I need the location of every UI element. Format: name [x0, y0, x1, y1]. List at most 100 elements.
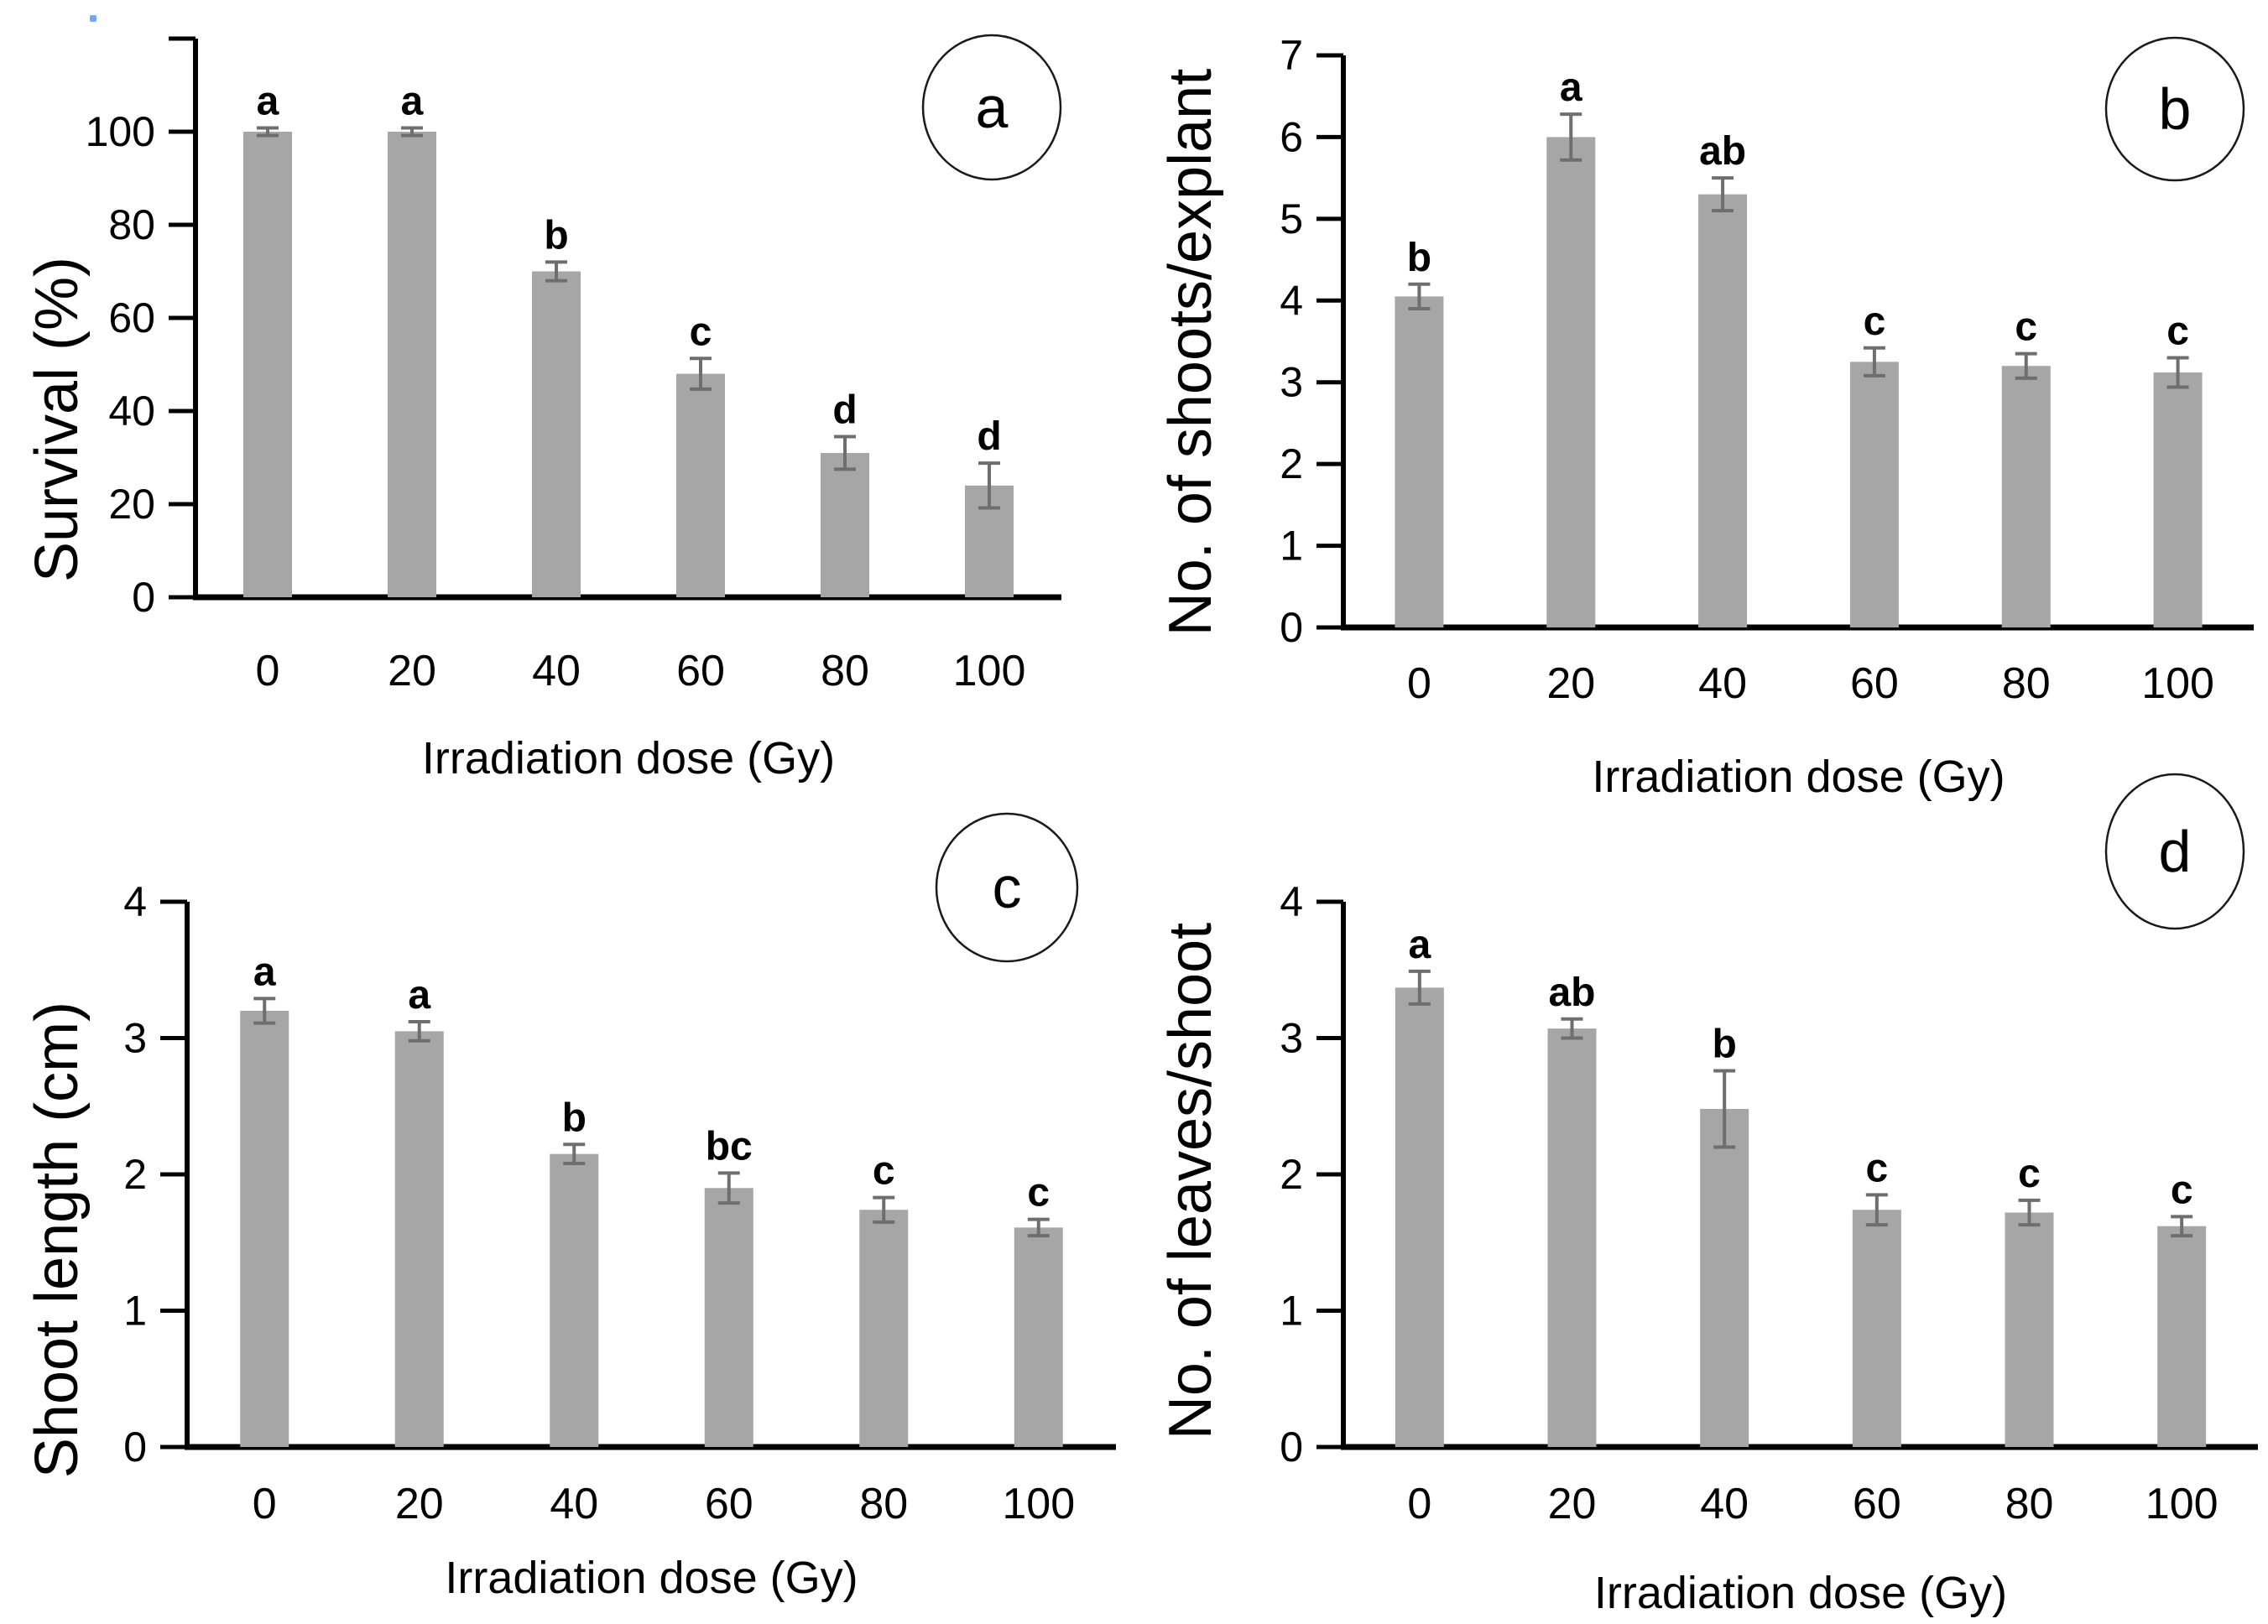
bar [676, 373, 725, 597]
bar [1395, 296, 1444, 627]
x-tick-label: 0 [253, 1480, 277, 1528]
significance-letter: b [544, 213, 568, 258]
bar [1852, 1210, 1901, 1447]
panel-label-letter: b [2159, 76, 2192, 142]
x-tick-label: 20 [1548, 1480, 1597, 1528]
x-tick-label: 100 [2141, 659, 2214, 708]
bar [394, 1031, 444, 1447]
y-tick-label: 4 [1280, 878, 1303, 925]
x-tick-label: 60 [1850, 659, 1899, 708]
y-tick-label: 0 [1280, 1424, 1303, 1470]
x-tick-label: 40 [550, 1480, 598, 1528]
x-tick-label: 80 [2005, 1480, 2054, 1528]
x-tick-label: 100 [953, 647, 1026, 695]
y-tick-label: 2 [1280, 1151, 1303, 1198]
x-tick-label: 0 [1407, 1480, 1431, 1528]
y-tick-label: 100 [86, 108, 155, 155]
significance-letter: c [1865, 1146, 1888, 1190]
bar [704, 1188, 753, 1447]
significance-letter: b [1407, 236, 1431, 280]
y-tick-label: 1 [1280, 1288, 1303, 1335]
significance-letter: c [2171, 1168, 2193, 1212]
bar [550, 1153, 599, 1447]
significance-letter: a [253, 950, 276, 994]
chart-svg: 0 1 2 3 4 5 6 7 No. of shoots/explant b 0 a 20 ab 40 c 6… [1157, 32, 2254, 802]
significance-letter: bc [706, 1124, 753, 1169]
significance-letter: ab [1548, 971, 1595, 1015]
bar [532, 271, 581, 597]
x-tick-label: 40 [532, 647, 581, 695]
y-tick-label: 4 [123, 878, 147, 925]
y-tick-label: 1 [123, 1288, 147, 1335]
y-tick-label: 3 [123, 1015, 147, 1062]
significance-letter: d [832, 388, 857, 433]
panel-label-circle [2104, 773, 2245, 930]
bar [1700, 1109, 1749, 1447]
significance-letter: c [1027, 1171, 1050, 1215]
significance-letter: b [562, 1096, 587, 1140]
bar [2005, 1212, 2054, 1447]
bar [1698, 194, 1748, 628]
x-tick-label: 40 [1698, 659, 1747, 708]
bar [1849, 362, 1899, 627]
x-axis-title: Irradiation dose (Gy) [1594, 1568, 2007, 1618]
y-tick-label: 3 [1280, 1015, 1303, 1062]
y-tick-label: 4 [1280, 277, 1303, 324]
bar [243, 132, 292, 597]
stray-dot-artifact [90, 15, 96, 22]
x-tick-label: 80 [2002, 659, 2051, 708]
panel-label-letter: a [976, 75, 1009, 140]
bar [1014, 1227, 1063, 1447]
x-tick-label: 20 [1546, 659, 1595, 708]
x-tick-label: 0 [1407, 659, 1431, 708]
y-axis-title: No. of shoots/explant [1157, 69, 1224, 636]
significance-letter: b [1713, 1023, 1737, 1067]
panel-label-letter: d [2159, 819, 2192, 884]
panel-a-survival-chart: 0 20 40 60 80 100 Survival (%) a 0 a 20 b 40 c 60 d 80 d 1… [0, 0, 1134, 812]
significance-letter: a [1560, 65, 1582, 110]
bar [240, 1011, 289, 1447]
x-tick-label: 100 [1002, 1480, 1075, 1528]
y-tick-label: 40 [108, 388, 155, 435]
x-tick-label: 40 [1700, 1480, 1749, 1528]
x-tick-label: 20 [395, 1480, 444, 1528]
bar [1395, 987, 1444, 1447]
panel-label-circle [935, 812, 1079, 963]
panel-label-circle [921, 34, 1062, 181]
y-tick-label: 2 [1280, 440, 1303, 487]
panel-c-shoot-length-chart: 0 1 2 3 4 Shoot length (cm) a 0 a 20 b 40 bc 60 c 80 c 10… [0, 812, 1134, 1624]
y-tick-label: 0 [1280, 604, 1303, 651]
significance-letter: c [690, 310, 712, 354]
y-tick-label: 0 [123, 1424, 147, 1470]
y-tick-label: 6 [1280, 113, 1303, 160]
significance-letter: d [977, 414, 1001, 459]
significance-letter: c [873, 1149, 895, 1194]
x-tick-label: 80 [859, 1480, 908, 1528]
x-tick-label: 100 [2145, 1480, 2218, 1528]
x-axis-title: Irradiation dose (Gy) [422, 733, 835, 783]
y-tick-label: 20 [108, 481, 155, 528]
x-tick-label: 20 [388, 647, 436, 695]
significance-letter: c [1864, 299, 1886, 344]
bar [859, 1210, 909, 1447]
y-tick-label: 2 [123, 1151, 147, 1198]
bar [1546, 137, 1596, 627]
chart-svg: 0 20 40 60 80 100 Survival (%) a 0 a 20 b 40 c 60 d 80 d 1… [23, 34, 1062, 783]
x-tick-label: 60 [705, 1480, 753, 1528]
significance-letter: a [1408, 923, 1431, 967]
significance-letter: c [2015, 305, 2037, 350]
y-tick-label: 3 [1280, 359, 1303, 406]
significance-letter: a [257, 80, 279, 124]
bar [2153, 372, 2203, 627]
y-axis-title: No. of leaves/shoot [1157, 923, 1224, 1439]
x-tick-label: 60 [676, 647, 725, 695]
x-tick-label: 0 [256, 647, 280, 695]
chart-svg: 0 1 2 3 4 No. of leaves/shoot a 0 ab 20 b 40 c 60 c 80 c… [1157, 773, 2258, 1618]
y-tick-label: 1 [1280, 523, 1303, 570]
bar [1547, 1028, 1597, 1447]
y-tick-label: 0 [132, 574, 155, 621]
bar [388, 132, 436, 597]
bar [2001, 366, 2051, 627]
panel-d-leaves-chart: 0 1 2 3 4 No. of leaves/shoot a 0 ab 20 b 40 c 60 c 80 c… [1134, 773, 2267, 1624]
panel-b-shoots-chart: 0 1 2 3 4 5 6 7 No. of shoots/explant b 0 a 20 ab 40 c 6… [1134, 0, 2267, 812]
